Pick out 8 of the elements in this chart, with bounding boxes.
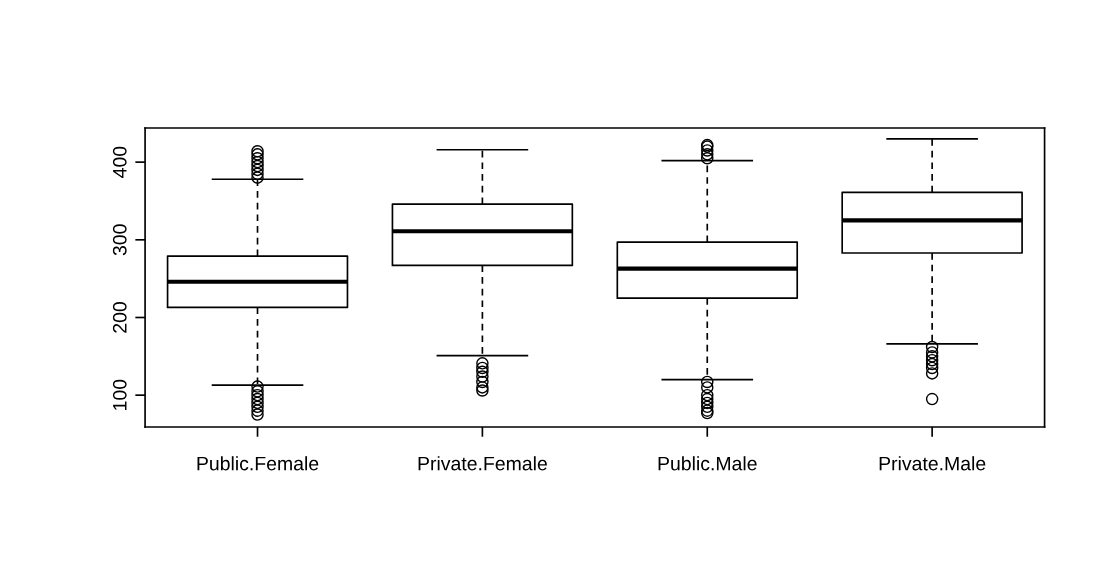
x-tick-label: Public.Female [197, 456, 319, 471]
x-tick-label: Private.Female [418, 456, 547, 471]
y-tick-label: 400 [112, 146, 127, 178]
x-tick-label: Public.Male [658, 456, 757, 471]
x-tick-label: Private.Male [879, 456, 986, 471]
y-tick-label: 100 [112, 379, 127, 410]
y-tick-label: 300 [112, 224, 127, 256]
y-tick-label: 200 [112, 302, 127, 333]
